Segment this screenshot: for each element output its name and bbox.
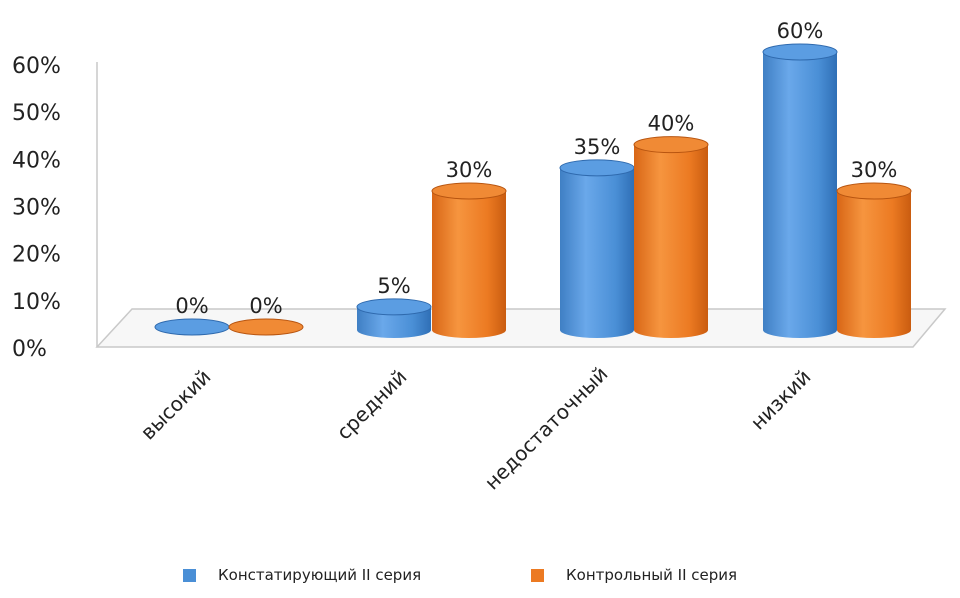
legend-item-series-1: Констатирующий II серия — [183, 566, 421, 584]
bar-flat — [228, 318, 304, 336]
bars — [154, 43, 912, 338]
y-tick-label: 10% — [12, 290, 61, 315]
x-axis: высокий средний недостаточный низкий — [136, 362, 816, 495]
floor-plane — [95, 308, 947, 348]
bar — [633, 136, 709, 338]
legend-item-series-2: Контрольный II серия — [531, 566, 737, 584]
bar-body — [837, 191, 911, 338]
y-tick-label: 20% — [12, 243, 61, 268]
bar-body — [560, 167, 634, 338]
legend: Констатирующий II серия Контрольный II с… — [0, 566, 960, 596]
bar-flat — [154, 318, 230, 336]
bar-body — [634, 144, 708, 338]
legend-label-series-1: Констатирующий II серия — [218, 566, 422, 584]
y-tick-label: 30% — [12, 196, 61, 221]
y-tick-label: 60% — [12, 54, 61, 79]
bar — [228, 318, 304, 336]
y-axis: 0% 10% 20% 30% 40% 50% 60% — [12, 54, 61, 362]
x-tick-label: низкий — [746, 365, 816, 435]
y-tick-label: 40% — [12, 148, 61, 173]
bar — [154, 318, 230, 336]
bar-top — [762, 43, 838, 61]
bar-top — [836, 182, 912, 200]
data-label: 30% — [446, 158, 493, 182]
bar-body — [763, 52, 837, 338]
x-tick-label: недостаточный — [480, 362, 613, 495]
legend-swatch-series-2 — [531, 568, 544, 582]
data-label: 35% — [574, 135, 621, 159]
y-tick-label: 50% — [12, 101, 61, 126]
x-tick-label: высокий — [136, 365, 216, 445]
bar-top — [356, 298, 432, 316]
legend-swatch-series-1 — [183, 568, 196, 582]
bar — [431, 182, 507, 338]
bar-top — [431, 182, 507, 200]
data-label: 5% — [377, 274, 410, 298]
data-label: 0% — [249, 294, 282, 318]
bar — [836, 182, 912, 338]
data-label: 60% — [777, 19, 824, 43]
chart-floor — [95, 62, 947, 348]
bar — [356, 298, 432, 338]
bar-body — [432, 191, 506, 338]
bar-body — [357, 306, 431, 338]
bar-top — [559, 159, 635, 177]
data-label: 30% — [851, 158, 898, 182]
bar — [762, 43, 838, 338]
data-label: 40% — [648, 112, 695, 136]
legend-label-series-2: Контрольный II серия — [566, 566, 738, 584]
y-tick-label: 0% — [12, 337, 47, 362]
bar-top — [633, 136, 709, 154]
bar — [559, 159, 635, 338]
data-labels: 0% 5% 35% 60% 0% 30% 40% 30% — [175, 19, 897, 318]
x-tick-label: средний — [332, 365, 412, 445]
data-label: 0% — [175, 294, 208, 318]
